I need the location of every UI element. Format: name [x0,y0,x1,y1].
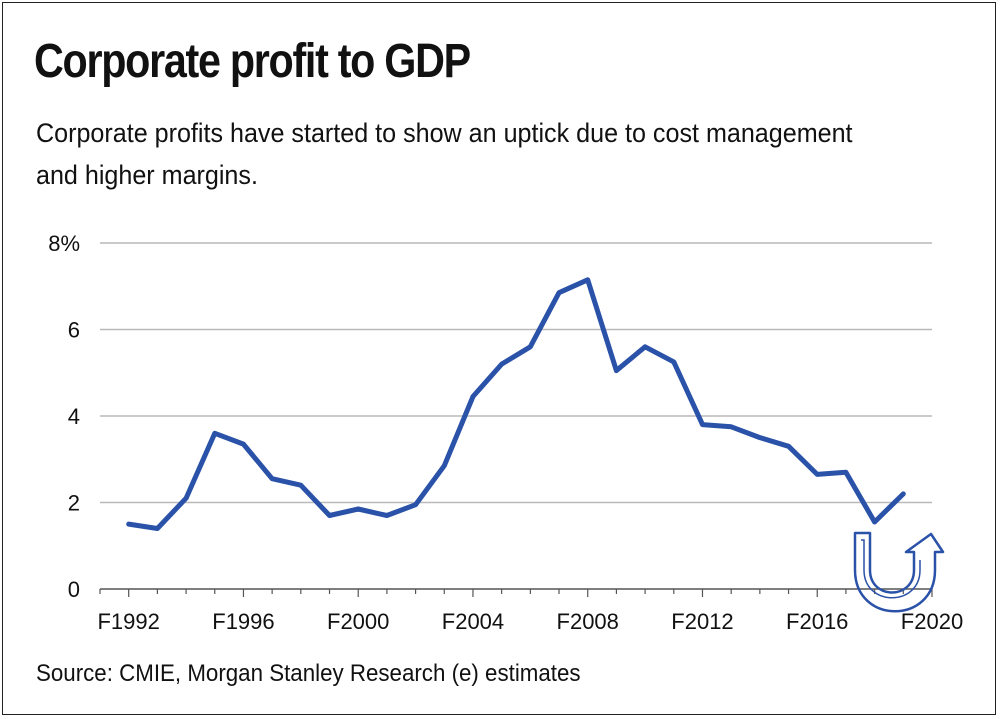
data-point-1997 [269,476,275,481]
series-layer [126,277,906,531]
y-axis-tick-labels: 0 2 4 6 8% [48,231,80,602]
x-axis-tick-labels: F1992 F1996 F2000 F2004 F2008 F2012 F2016 F2020 [97,609,963,634]
data-point-2013 [728,424,734,430]
data-point-2006 [528,344,533,349]
data-point-2004 [470,394,476,399]
data-point-2002 [413,502,418,507]
data-point-1999 [327,513,332,518]
x-tick-label: F2004 [442,609,504,634]
data-point-2014 [757,435,763,440]
x-tick-label: F2000 [327,609,389,634]
u-turn-arrow-inner [861,539,921,599]
data-point-1996 [241,441,246,447]
x-axis [99,588,933,597]
data-point-2010 [642,344,648,349]
data-point-2001 [384,513,390,518]
data-point-2000 [356,506,361,512]
data-point-2005 [499,361,504,367]
data-point-2016 [815,472,820,477]
data-point-2015 [786,444,791,449]
data-point-1995 [212,431,217,436]
gridlines [100,242,932,504]
y-tick-label: 8% [48,231,80,256]
data-point-1994 [183,495,189,501]
data-point-2012 [700,422,705,427]
source-note: Source: CMIE, Morgan Stanley Research (e… [36,660,581,687]
uptick-arrow-annotation [853,531,945,613]
x-tick-label: F1992 [97,609,159,634]
y-tick-label: 6 [68,318,80,343]
data-point-1998 [298,483,304,488]
x-tick-label: F2016 [786,609,848,634]
data-point-2019 [901,491,906,497]
chart-subtitle: Corporate profits have started to show a… [36,118,853,190]
y-tick-label: 0 [68,577,80,602]
data-point-1993 [155,526,160,531]
y-tick-label: 4 [68,404,80,429]
data-point-2009 [614,368,619,373]
chart-title: Corporate profit to GDP [34,35,471,88]
data-points [126,277,906,531]
x-tick-label: F2008 [557,609,619,634]
data-point-2007 [556,290,562,295]
data-point-2003 [442,463,447,468]
x-tick-label: F2020 [901,609,963,634]
u-turn-arrow-outer [853,531,945,613]
data-point-2017 [843,470,849,475]
x-tick-label: F2012 [671,609,733,634]
x-tick-label: F1996 [212,609,274,634]
y-tick-label: 2 [68,491,80,516]
data-point-1992 [126,521,131,527]
data-point-2011 [671,359,676,365]
series-line [126,277,906,531]
data-point-2018 [872,519,877,525]
data-point-2008 [585,277,590,282]
